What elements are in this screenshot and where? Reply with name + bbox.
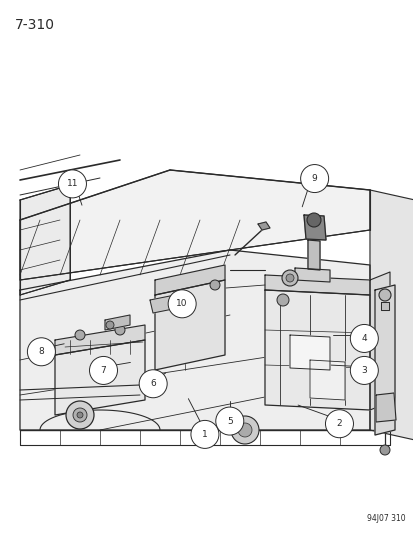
Circle shape [349,357,377,384]
Circle shape [66,401,94,429]
Circle shape [281,270,297,286]
Circle shape [115,325,125,335]
Circle shape [75,330,85,340]
Circle shape [58,170,86,198]
Circle shape [215,407,243,435]
Text: 9: 9 [311,174,317,183]
Text: 4: 4 [361,334,366,343]
Polygon shape [307,240,319,270]
Text: 7-310: 7-310 [15,18,55,32]
Circle shape [285,274,293,282]
Text: 3: 3 [361,366,366,375]
Circle shape [139,370,167,398]
Text: 94J07 310: 94J07 310 [366,514,405,523]
Circle shape [89,357,117,384]
Polygon shape [264,275,369,295]
Circle shape [300,165,328,192]
Text: 7: 7 [100,366,106,375]
Circle shape [168,290,196,318]
Circle shape [237,423,252,437]
Circle shape [209,280,219,290]
Polygon shape [55,340,145,415]
Polygon shape [20,170,369,280]
Circle shape [306,213,320,227]
Circle shape [106,321,114,329]
Polygon shape [380,302,388,310]
Polygon shape [303,215,325,240]
Circle shape [378,289,390,301]
Text: 10: 10 [176,300,188,308]
Polygon shape [375,393,395,422]
Circle shape [77,412,83,418]
Circle shape [379,445,389,455]
Circle shape [325,410,353,438]
Polygon shape [105,315,130,330]
Polygon shape [150,295,178,313]
Circle shape [27,338,55,366]
Polygon shape [264,290,369,410]
Circle shape [230,416,259,444]
Polygon shape [55,325,145,355]
Text: 2: 2 [336,419,342,428]
Polygon shape [20,185,70,295]
Text: 8: 8 [38,348,44,356]
Circle shape [73,408,87,422]
Circle shape [276,294,288,306]
Polygon shape [289,335,329,370]
Polygon shape [369,190,413,440]
Circle shape [349,325,377,352]
Polygon shape [154,265,224,295]
Polygon shape [154,280,224,370]
Polygon shape [369,272,389,410]
Polygon shape [374,285,394,435]
Polygon shape [309,360,344,400]
Polygon shape [294,268,329,282]
Text: 5: 5 [226,417,232,425]
Circle shape [190,421,218,448]
Text: 1: 1 [202,430,207,439]
Polygon shape [20,250,369,430]
Polygon shape [257,222,269,230]
Text: 11: 11 [66,180,78,188]
Text: 6: 6 [150,379,156,388]
